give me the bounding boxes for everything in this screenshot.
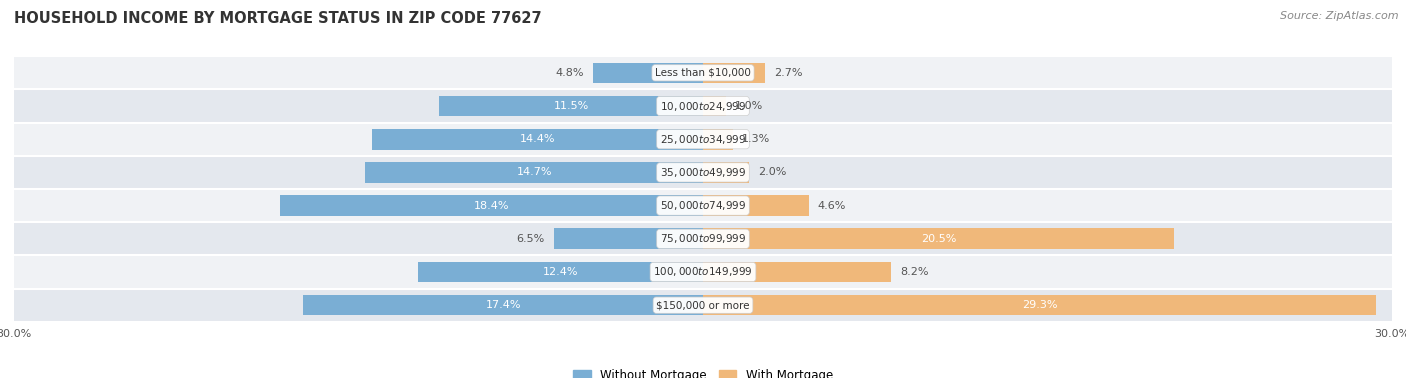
Text: HOUSEHOLD INCOME BY MORTGAGE STATUS IN ZIP CODE 77627: HOUSEHOLD INCOME BY MORTGAGE STATUS IN Z… bbox=[14, 11, 541, 26]
Bar bbox=[703, 96, 725, 116]
Bar bbox=[14, 122, 1392, 156]
Text: $75,000 to $99,999: $75,000 to $99,999 bbox=[659, 232, 747, 245]
Text: 2.0%: 2.0% bbox=[758, 167, 786, 177]
Text: $150,000 or more: $150,000 or more bbox=[657, 300, 749, 310]
Bar bbox=[703, 228, 1174, 249]
Bar bbox=[14, 156, 1392, 189]
Text: 11.5%: 11.5% bbox=[554, 101, 589, 111]
Bar bbox=[280, 195, 703, 216]
Bar bbox=[703, 162, 749, 183]
Text: 18.4%: 18.4% bbox=[474, 201, 509, 211]
Text: 1.0%: 1.0% bbox=[735, 101, 763, 111]
Bar bbox=[304, 295, 703, 316]
Bar bbox=[703, 295, 1376, 316]
Bar bbox=[14, 90, 1392, 122]
Bar bbox=[703, 129, 733, 150]
Bar bbox=[593, 62, 703, 83]
Bar bbox=[14, 222, 1392, 256]
Text: $50,000 to $74,999: $50,000 to $74,999 bbox=[659, 199, 747, 212]
Text: Less than $10,000: Less than $10,000 bbox=[655, 68, 751, 78]
Text: Source: ZipAtlas.com: Source: ZipAtlas.com bbox=[1281, 11, 1399, 21]
Text: 8.2%: 8.2% bbox=[900, 267, 929, 277]
Text: 1.3%: 1.3% bbox=[742, 134, 770, 144]
Bar bbox=[373, 129, 703, 150]
Text: $35,000 to $49,999: $35,000 to $49,999 bbox=[659, 166, 747, 179]
Text: 2.7%: 2.7% bbox=[775, 68, 803, 78]
Text: 4.6%: 4.6% bbox=[818, 201, 846, 211]
Text: $100,000 to $149,999: $100,000 to $149,999 bbox=[654, 265, 752, 279]
Bar bbox=[14, 288, 1392, 322]
Bar bbox=[703, 62, 765, 83]
Text: 14.7%: 14.7% bbox=[516, 167, 553, 177]
Text: 17.4%: 17.4% bbox=[485, 300, 522, 310]
Text: 6.5%: 6.5% bbox=[516, 234, 544, 244]
Bar bbox=[366, 162, 703, 183]
Bar bbox=[14, 189, 1392, 222]
Text: $25,000 to $34,999: $25,000 to $34,999 bbox=[659, 133, 747, 146]
Text: 4.8%: 4.8% bbox=[555, 68, 583, 78]
Bar bbox=[554, 228, 703, 249]
Bar bbox=[14, 256, 1392, 288]
Bar bbox=[703, 262, 891, 282]
Text: 29.3%: 29.3% bbox=[1022, 300, 1057, 310]
Bar bbox=[439, 96, 703, 116]
Bar bbox=[418, 262, 703, 282]
Text: 20.5%: 20.5% bbox=[921, 234, 956, 244]
Bar bbox=[703, 195, 808, 216]
Bar bbox=[14, 56, 1392, 90]
Text: $10,000 to $24,999: $10,000 to $24,999 bbox=[659, 99, 747, 113]
Text: 14.4%: 14.4% bbox=[520, 134, 555, 144]
Legend: Without Mortgage, With Mortgage: Without Mortgage, With Mortgage bbox=[568, 365, 838, 378]
Text: 12.4%: 12.4% bbox=[543, 267, 578, 277]
